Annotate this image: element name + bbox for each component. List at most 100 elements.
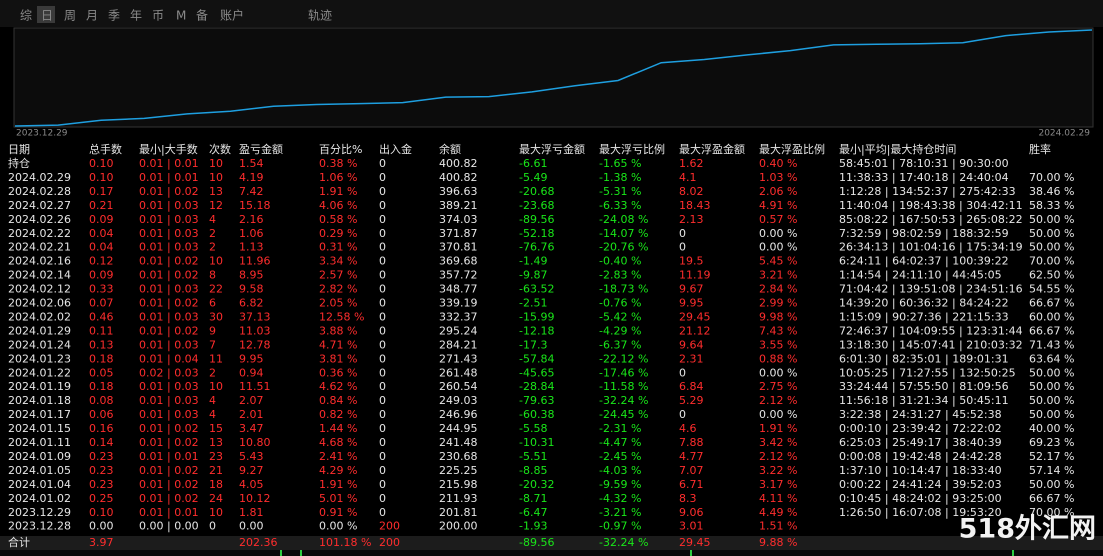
tab[interactable]: 币 — [152, 9, 164, 23]
table-cell: 0.23 — [89, 464, 114, 477]
table-cell: 0.14 — [89, 436, 114, 449]
table-cell: 0.58 % — [319, 213, 357, 226]
table-cell: 22 — [209, 283, 223, 296]
table-cell: 2024.02.22 — [8, 227, 71, 240]
table-cell: 1.81 — [239, 506, 264, 519]
table-cell: 0.01 | 0.02 — [139, 255, 199, 268]
total-cell: 101.18 % — [319, 536, 371, 549]
table-cell: 50.00 % — [1029, 478, 1074, 491]
table-cell: 0.01 | 0.01 — [139, 157, 199, 170]
table-cell: 9.95 — [679, 297, 704, 310]
column-header: 最大浮盈金额 — [679, 142, 745, 156]
table-cell: 9.64 — [679, 338, 704, 351]
tab[interactable]: M — [176, 9, 186, 23]
table-cell: -10.31 — [519, 436, 554, 449]
tab[interactable]: 季 — [108, 9, 120, 23]
table-cell: 0 — [379, 366, 386, 379]
tab[interactable]: 年 — [130, 9, 142, 23]
tab[interactable]: 日 — [41, 9, 53, 23]
table-cell: 58.33 % — [1029, 199, 1074, 212]
table-cell: 0.13 — [89, 338, 114, 351]
total-cell: 9.88 % — [759, 536, 797, 549]
table-cell: -0.97 % — [599, 520, 641, 533]
tab[interactable]: 月 — [86, 9, 98, 23]
table-cell: 2.57 % — [319, 269, 357, 282]
table-cell: 14:39:20 | 60:36:32 | 84:24:22 — [839, 297, 1009, 310]
column-header: 最小|大手数 — [139, 142, 198, 156]
x-end-label: 2024.02.29 — [1038, 129, 1090, 139]
table-cell: 18.43 — [679, 199, 711, 212]
table-cell: 0.01 | 0.03 — [139, 338, 199, 351]
total-row-bg — [0, 536, 1103, 550]
table-cell: 4.68 % — [319, 436, 357, 449]
table-cell: 9.67 — [679, 283, 704, 296]
tab[interactable]: 轨迹 — [308, 9, 332, 23]
table-cell: 0.01 | 0.02 — [139, 422, 199, 435]
table-cell: -28.84 — [519, 380, 554, 393]
table-cell: 0 — [379, 241, 386, 254]
total-cell: 29.45 — [679, 536, 711, 549]
tab[interactable]: 账户 — [220, 8, 244, 23]
table-cell: 0 — [379, 310, 386, 323]
table-cell: 0.01 | 0.02 — [139, 436, 199, 449]
table-cell: 6.84 — [679, 380, 704, 393]
table-cell: 284.21 — [439, 338, 478, 351]
table-cell: 2024.02.27 — [8, 199, 71, 212]
table-cell: 0.16 — [89, 422, 114, 435]
table-cell: 0 — [379, 297, 386, 310]
table-cell: 23 — [209, 450, 223, 463]
table-cell: -24.45 % — [599, 408, 648, 421]
table-cell: 371.87 — [439, 227, 478, 240]
table-cell: 244.95 — [439, 422, 478, 435]
table-cell: 261.48 — [439, 366, 478, 379]
table-cell: 18 — [209, 478, 223, 491]
table-cell: 11:38:33 | 17:40:18 | 24:40:04 — [839, 171, 1009, 184]
tab-bar — [0, 0, 1103, 27]
table-cell: 200.00 — [439, 520, 478, 533]
table-cell: 3.01 — [679, 520, 704, 533]
table-cell: 0 — [379, 422, 386, 435]
table-cell: 2.12 % — [759, 450, 797, 463]
table-cell: 246.96 — [439, 408, 478, 421]
tab[interactable]: 备 — [196, 9, 208, 23]
table-cell: 0.01 | 0.02 — [139, 492, 199, 505]
table-cell: 10 — [209, 171, 223, 184]
table-cell: 0.01 | 0.02 — [139, 185, 199, 198]
table-cell: 1.62 — [679, 157, 704, 170]
table-cell: -9.59 % — [599, 478, 641, 491]
table-cell: 11.19 — [679, 269, 711, 282]
table-cell: 1.03 % — [759, 171, 797, 184]
x-start-label: 2023.12.29 — [16, 129, 68, 139]
table-cell: 2024.01.22 — [8, 366, 71, 379]
table-cell: 0.94 — [239, 366, 264, 379]
table-cell: 0.01 | 0.02 — [139, 464, 199, 477]
table-cell: 1.54 — [239, 157, 264, 170]
table-cell: -5.58 — [519, 422, 547, 435]
column-header: 最大浮盈比例 — [759, 142, 825, 156]
table-cell: 85:08:22 | 167:50:53 | 265:08:22 — [839, 213, 1023, 226]
table-cell: 6 — [209, 297, 216, 310]
table-cell: 9 — [209, 324, 216, 337]
table-cell: 10 — [209, 380, 223, 393]
watermark: 518外汇网 — [959, 514, 1096, 545]
table-cell: 2024.01.02 — [8, 492, 71, 505]
column-header: 次数 — [209, 142, 231, 156]
table-cell: 1.06 — [239, 227, 264, 240]
tab[interactable]: 综 — [20, 9, 32, 23]
table-cell: 2024.02.12 — [8, 283, 71, 296]
table-cell: 0.38 % — [319, 157, 357, 170]
table-cell: 7.88 — [679, 436, 704, 449]
table-cell: 7.43 % — [759, 324, 797, 337]
table-cell: 2024.01.18 — [8, 394, 71, 407]
table-cell: 11.51 — [239, 380, 271, 393]
tab[interactable]: 周 — [64, 9, 76, 23]
table-cell: 50.00 % — [1029, 408, 1074, 421]
table-cell: 4 — [209, 394, 216, 407]
table-cell: -0.40 % — [599, 255, 641, 268]
table-cell: 2024.02.21 — [8, 241, 71, 254]
table-cell: 0.10 — [89, 157, 114, 170]
table-cell: 1:12:28 | 134:52:37 | 275:42:33 — [839, 185, 1016, 198]
table-cell: 0.00 % — [759, 227, 797, 240]
table-cell: 9.06 — [679, 506, 704, 519]
table-cell: 0.01 | 0.01 — [139, 171, 199, 184]
